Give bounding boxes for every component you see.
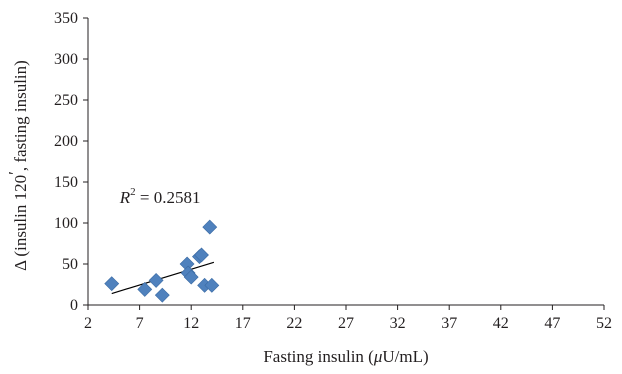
data-point (104, 276, 120, 292)
y-tick-label: 150 (54, 174, 78, 191)
data-point (194, 247, 209, 263)
data-point (148, 272, 164, 288)
data-points (104, 219, 220, 303)
y-tick-label: 50 (62, 256, 78, 273)
x-tick-label: 7 (136, 315, 144, 332)
y-tick-label: 300 (54, 51, 78, 68)
x-axis-label: Fasting insulin (μU/mL) (263, 347, 428, 366)
y-axis-label: Δ (insulin 120′, fasting insulin) (5, 60, 30, 271)
r-squared-exponent: 2 (130, 186, 136, 198)
y-tick-label: 250 (54, 92, 78, 109)
y-tick-label: 100 (54, 215, 78, 232)
y-tick-label: 350 (54, 10, 78, 27)
data-point (154, 287, 170, 303)
x-tick-label: 37 (441, 315, 457, 332)
r-squared-label: R (119, 188, 131, 207)
x-tick-label: 27 (338, 315, 354, 332)
x-tick-label: 22 (286, 315, 302, 332)
trendline (111, 261, 215, 295)
r-squared-annotation: R2 = 0.2581 (119, 186, 201, 207)
y-tick-label: 200 (54, 133, 78, 150)
axes (87, 18, 604, 306)
x-tick-label: 52 (596, 315, 612, 332)
r-squared-value: = 0.2581 (136, 188, 201, 207)
x-tick-label: 2 (84, 315, 92, 332)
x-tick-label: 17 (235, 315, 251, 332)
y-tick-label: 0 (70, 297, 78, 314)
data-point (202, 219, 218, 235)
x-tick-label: 42 (493, 315, 509, 332)
data-point (204, 277, 220, 293)
data-point (183, 269, 199, 285)
trendline-group (111, 261, 215, 295)
x-tick-label: 47 (544, 315, 560, 332)
y-axis-ticks: 0 50 100 150 200 250 300 350 (54, 10, 88, 314)
data-point (137, 281, 153, 297)
x-tick-label: 12 (183, 315, 199, 332)
x-tick-label: 32 (390, 315, 406, 332)
x-axis-ticks: 2 7 12 17 22 27 32 37 42 47 52 (84, 305, 612, 332)
